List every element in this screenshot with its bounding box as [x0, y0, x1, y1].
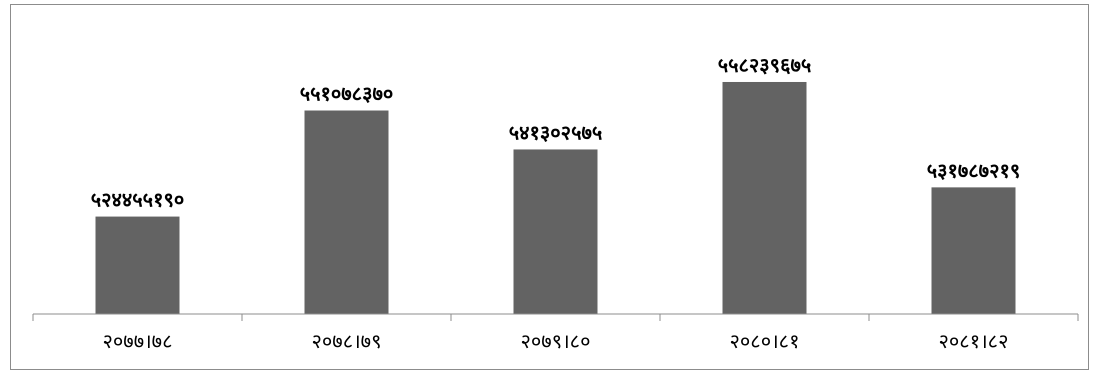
- x-tick-label: २०७८।७९: [312, 329, 382, 353]
- bar: [304, 110, 389, 314]
- data-label: ५५८२३९६७५: [718, 53, 812, 77]
- bar: [513, 149, 598, 314]
- x-tick-label: २०८१।८२: [939, 329, 1009, 353]
- data-label: ५४१३०२५७५: [509, 120, 603, 144]
- bar: [722, 81, 807, 314]
- data-label: ५३१७८७२१९: [927, 158, 1021, 182]
- data-label: ५२४४५५१९०: [91, 188, 185, 212]
- chart-area: ५२४४५५१९० ५५१०७८३७० ५४१३०२५७५ ५५८२३९६७५ ५३१७…: [10, 4, 1089, 370]
- x-tick-label: २०८०।८१: [730, 329, 800, 353]
- data-label: ५५१०७८३७०: [300, 82, 394, 106]
- bar: [95, 216, 180, 314]
- bar-chart: ५२४४५५१९० ५५१०७८३७० ५४१३०२५७५ ५५८२३९६७५ ५३१७…: [32, 53, 1079, 353]
- bar: [931, 187, 1016, 314]
- x-tick-label: २०७९।८०: [521, 329, 591, 353]
- x-tick-label: २०७७।७८: [103, 329, 173, 353]
